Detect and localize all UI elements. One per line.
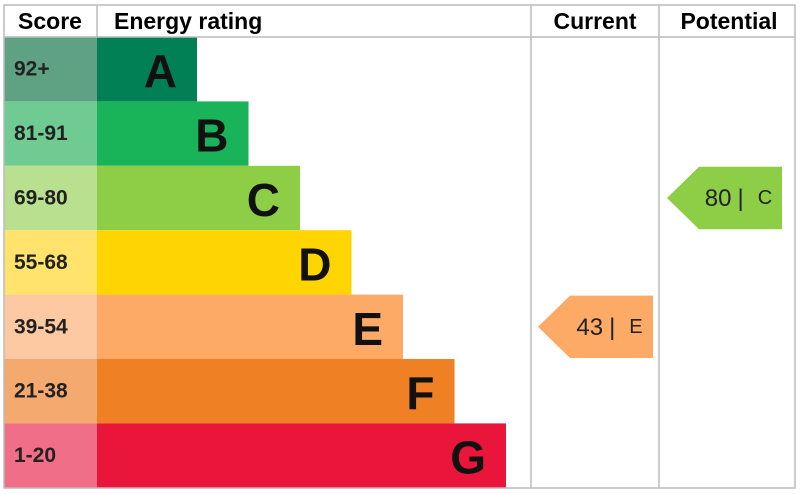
score-cell xyxy=(4,37,97,102)
score-cell xyxy=(4,101,97,166)
rating-letter: D xyxy=(298,238,331,290)
header-rating: Energy rating xyxy=(114,8,262,34)
rating-letter: F xyxy=(406,367,434,419)
current-label: 43 | E xyxy=(576,313,642,340)
rating-bar xyxy=(97,294,403,359)
header-score: Score xyxy=(18,8,82,34)
score-cell xyxy=(4,230,97,295)
rating-bar xyxy=(97,423,506,488)
potential-arrow xyxy=(667,166,782,230)
score-label: 21-38 xyxy=(14,380,68,403)
current-rating: E xyxy=(629,316,642,338)
rating-letter: B xyxy=(195,110,228,162)
rating-bar xyxy=(97,101,249,166)
score-cell xyxy=(4,359,97,424)
current-separator: | xyxy=(609,313,615,340)
rating-bar xyxy=(97,230,352,295)
header-potential: Potential xyxy=(680,8,777,34)
header-current: Current xyxy=(553,8,636,34)
frame xyxy=(3,4,796,489)
rating-letter: E xyxy=(352,303,383,355)
potential-label: 80 | C xyxy=(705,185,772,212)
rating-bar xyxy=(97,37,197,102)
potential-score: 80 xyxy=(705,185,732,212)
rating-letter: A xyxy=(144,45,177,97)
border xyxy=(3,4,796,489)
score-label: 69-80 xyxy=(14,187,68,210)
rating-letter: C xyxy=(247,174,280,226)
score-cell xyxy=(4,294,97,359)
score-label: 81-91 xyxy=(14,122,68,145)
score-label: 1-20 xyxy=(14,444,56,467)
rating-bar xyxy=(97,165,300,231)
score-label: 39-54 xyxy=(14,315,68,338)
score-label: 92+ xyxy=(14,58,50,81)
score-cell xyxy=(4,165,97,231)
current-score: 43 xyxy=(576,313,603,340)
potential-rating: C xyxy=(758,187,772,209)
score-cell xyxy=(4,423,97,488)
rating-bar xyxy=(97,359,455,424)
current-arrow xyxy=(538,295,653,358)
rating-letter: G xyxy=(450,432,486,484)
score-label: 55-68 xyxy=(14,251,68,274)
potential-separator: | xyxy=(738,185,744,212)
